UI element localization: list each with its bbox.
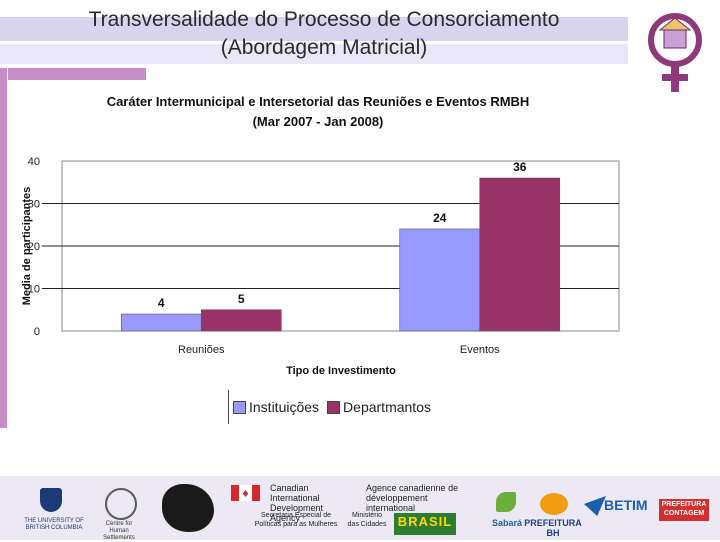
bar-departmantos xyxy=(200,309,282,332)
sponsor-contagem: PREFEITURA CONTAGEM xyxy=(661,501,707,517)
sponsor-betim: BETIM xyxy=(604,497,648,513)
legend-label-instituicoes: Instituições xyxy=(249,399,320,415)
sponsor-brasil: BRASIL xyxy=(397,514,453,529)
chart: Caráter Intermunicipal e Intersetorial d… xyxy=(6,80,626,428)
bar-instituicoes xyxy=(120,313,202,332)
sponsor-ubc: THE UNIVERSITY OF BRITISH COLUMBIA xyxy=(24,518,84,531)
y-tick-label: 0 xyxy=(34,326,40,338)
y-tick-label: 20 xyxy=(28,241,40,253)
bar-instituicoes xyxy=(399,228,481,332)
legend-swatch-instituicoes xyxy=(233,400,246,414)
legend-item-instituicoes: Instituições xyxy=(233,399,319,415)
x-tick-label: Eventos xyxy=(460,344,500,356)
decorative-left-strip xyxy=(0,68,7,428)
contagem-logo-icon xyxy=(659,499,709,521)
sponsor-cida-en: Canadian International Development Agenc… xyxy=(270,483,324,523)
ubc-crest-icon xyxy=(40,488,62,512)
bar-chart: Caráter Intermunicipal e Intersetorial d… xyxy=(21,94,620,377)
y-tick-label: 40 xyxy=(28,156,40,168)
slide-title: Transversalidade do Processo de Consorci… xyxy=(0,6,648,62)
sponsor-pbh: PREFEITURA BH xyxy=(524,518,582,538)
y-tick-label: 10 xyxy=(28,284,40,296)
sabara-logo-icon xyxy=(496,492,516,512)
sponsor-ministerio: Ministério das Cidades xyxy=(347,512,387,528)
x-tick-label: Reuniões xyxy=(178,344,225,356)
legend-label-departmantos: Departmantos xyxy=(343,399,431,415)
canada-flag-center xyxy=(239,485,252,501)
sponsor-sabara: Sabará xyxy=(491,518,523,528)
legend-item-departmantos: Departmantos xyxy=(327,399,431,415)
title-band-lower xyxy=(0,44,628,64)
data-label: 36 xyxy=(513,160,527,174)
chart-legend: Instituições Departmantos xyxy=(228,390,439,424)
venus-logo-icon xyxy=(648,13,702,92)
data-label: 5 xyxy=(238,292,245,306)
x-axis-title: Tipo de Investimento xyxy=(286,365,396,377)
maple-leaf-icon: ♦ xyxy=(242,486,249,500)
slide-title-line2: (Abordagem Matricial) xyxy=(220,36,428,59)
sponsor-centre: Centre for Human Settlements xyxy=(103,521,135,541)
centre-logo-icon xyxy=(105,488,137,520)
title-band xyxy=(0,17,628,41)
sponsor-cida-fr: Agence canadienne de développement inter… xyxy=(366,483,459,513)
pbh-sun-icon xyxy=(540,493,568,515)
data-label: 24 xyxy=(433,211,447,225)
y-tick-label: 30 xyxy=(28,199,40,211)
sponsor-secretaria: Secretaria Especial de Políticas para as… xyxy=(254,512,338,528)
figure-logo-icon xyxy=(162,484,214,532)
y-axis-title: Media de participantes xyxy=(21,187,33,306)
brasil-logo-icon xyxy=(394,513,456,535)
chart-title: Caráter Intermunicipal e Intersetorial d… xyxy=(107,94,530,109)
legend-swatch-departmantos xyxy=(327,400,341,414)
chart-subtitle: (Mar 2007 - Jan 2008) xyxy=(253,114,384,129)
bar-departmantos xyxy=(479,177,561,332)
decorative-top-strip xyxy=(8,68,146,80)
data-label: 4 xyxy=(158,296,165,310)
slide-title-line1: Transversalidade do Processo de Consorci… xyxy=(88,8,560,31)
